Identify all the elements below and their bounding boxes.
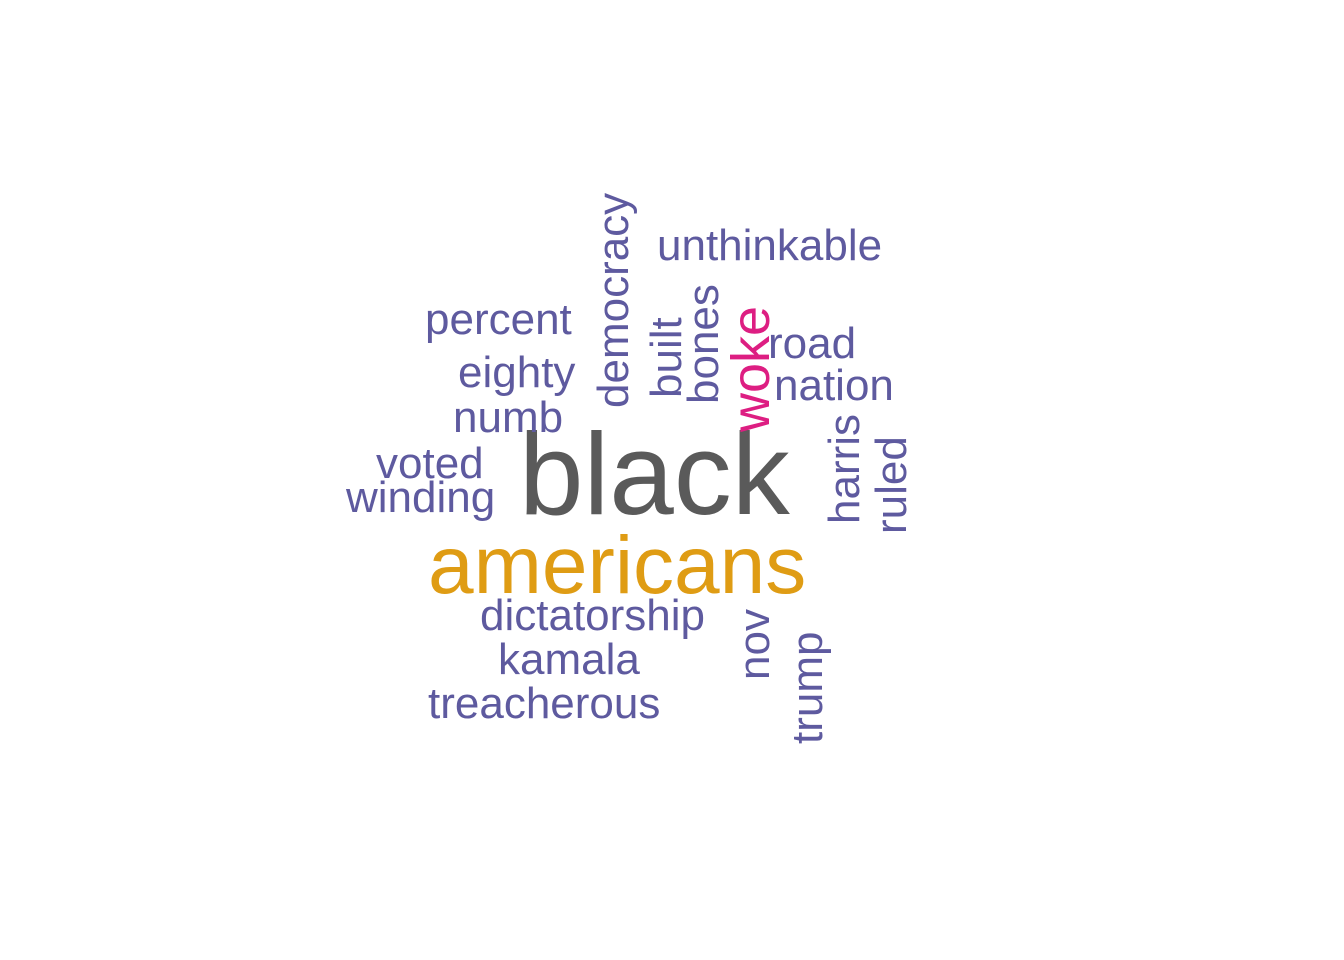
word-harris: harris [820,413,869,524]
word-woke: woke [721,305,781,432]
word-democracy: democracy [589,192,638,408]
word-americans: americans [428,520,807,611]
word-numb: numb [453,393,564,442]
word-road: road [768,319,857,368]
word-ruled: ruled [867,436,916,534]
word-trump: trump [783,631,832,744]
word-black: black [519,409,790,539]
word-voted: voted [376,439,484,488]
word-dictatorship: dictatorship [480,591,706,640]
word-nov: nov [730,609,779,680]
word-eighty: eighty [458,348,576,397]
word-treacherous: treacherous [428,679,661,728]
word-unthinkable: unthinkable [657,221,883,270]
word-bones: bones [679,284,728,404]
word-winding: winding [346,473,496,522]
word-nation: nation [774,361,894,410]
word-percent: percent [425,295,572,344]
word-kamala: kamala [498,635,640,684]
